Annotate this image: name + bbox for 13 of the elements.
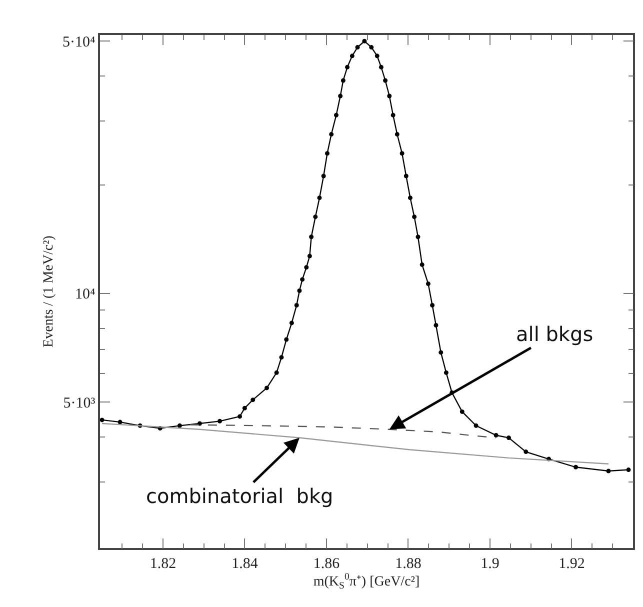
y-tick-label: 5·10³ [63,395,96,412]
x-axis-title: m(K$_{S}$$^{0}$π⁺) [GeV/c²] [313,572,420,592]
x-tick-label: 1.88 [395,556,422,572]
x-tick-label: 1.84 [232,556,258,572]
x-tick-label: 1.9 [480,556,500,572]
x-tick-label: 1.86 [313,556,340,572]
y-tick-label: 5·10⁴ [62,34,96,50]
y-axis-title: Events / (1 MeV/c²) [42,235,57,348]
x-tick-label: 1.82 [150,556,176,572]
y-tick-label: 10⁴ [75,286,96,303]
x-tick-label: 1.92 [558,556,585,572]
annotation: combinatorial bkg [146,484,334,508]
annotation: all bkgs [516,322,594,346]
